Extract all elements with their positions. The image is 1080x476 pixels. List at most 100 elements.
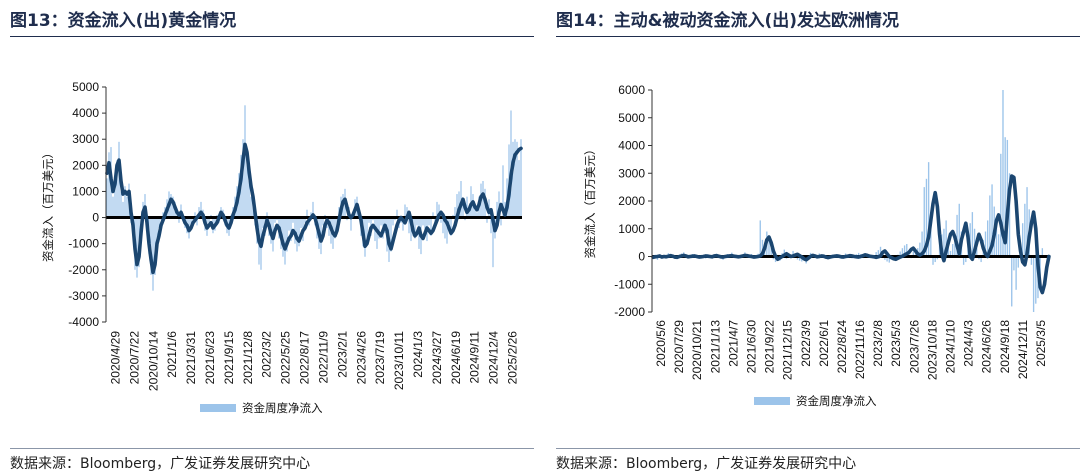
bar — [512, 141, 514, 218]
bar — [496, 201, 498, 218]
bar — [987, 220, 989, 257]
x-tick-label: 2020/5/6 — [654, 320, 668, 367]
bar — [454, 207, 456, 218]
bar — [244, 105, 246, 218]
bar — [518, 160, 520, 218]
bar — [927, 162, 930, 257]
x-tick-label: 2023/7/26 — [907, 320, 921, 374]
x-tick-label: 2022/8/24 — [835, 320, 849, 374]
x-tick-label: 2023/2/1 — [335, 331, 349, 378]
bar — [912, 251, 915, 257]
bar — [1035, 256, 1037, 304]
bar — [312, 201, 314, 218]
bar — [492, 217, 494, 268]
x-tick-label: 2024/3/27 — [430, 331, 444, 385]
bar — [989, 195, 991, 257]
x-tick-label: 2024/12/4 — [487, 331, 501, 385]
bar — [796, 256, 799, 260]
bar — [1017, 256, 1019, 268]
bar — [991, 184, 993, 257]
bar — [122, 201, 124, 218]
bar — [304, 217, 306, 223]
bar — [943, 228, 945, 257]
y-tick-label: 2000 — [72, 158, 99, 172]
bar — [248, 181, 250, 218]
bar — [440, 217, 442, 223]
bar — [958, 203, 960, 257]
x-tick-label: 2021/12/8 — [241, 331, 255, 385]
bar — [378, 217, 380, 239]
bar — [1008, 173, 1011, 257]
panel-europe-flows: 图14：主动&被动资金流入(出)发达欧洲情况 6000 5000 4000 3000 2… — [556, 0, 1080, 476]
x-tick-label: 2024/9/18 — [998, 320, 1012, 374]
bar — [396, 209, 398, 218]
bar — [438, 204, 440, 218]
x-tick-label: 2022/3/9 — [799, 320, 813, 367]
title-rule — [556, 36, 1080, 37]
bar — [136, 217, 138, 278]
bar — [888, 256, 890, 263]
x-tick-label: 2023/10/18 — [925, 320, 939, 380]
x-tick-label: 2024/1/3 — [411, 331, 425, 378]
bar — [792, 250, 794, 257]
data-source: 数据来源：Bloomberg，广发证券发展研究中心 — [10, 456, 311, 472]
y-tick-label: -3000 — [68, 289, 99, 303]
bar — [432, 212, 434, 218]
bar — [422, 217, 424, 226]
bar — [158, 217, 160, 228]
x-tick-label: 2022/8/17 — [298, 331, 312, 385]
x-tick-label: 2023/4/26 — [354, 331, 368, 385]
bar — [350, 217, 352, 231]
bar — [482, 181, 484, 218]
bar — [520, 139, 522, 218]
bar — [884, 256, 886, 260]
bar — [908, 253, 910, 257]
y-tick-label: 3000 — [72, 132, 99, 146]
bar — [262, 217, 264, 228]
panel-gold-flows: 图13：资金流入(出)黄金情况 5000 4000 3000 2000 1000 0 -10… — [10, 0, 534, 476]
bar — [875, 252, 877, 257]
figure-title: 图14：主动&被动资金流入(出)发达欧洲情况 — [556, 11, 900, 31]
bar — [921, 231, 923, 257]
x-tick-label: 2020/7/29 — [672, 320, 686, 374]
x-tick-label: 2025/3/5 — [1034, 320, 1048, 367]
bar — [424, 217, 426, 234]
y-tick-label: -2000 — [614, 305, 645, 319]
bar — [460, 181, 462, 218]
bar — [798, 256, 801, 261]
bar — [490, 217, 492, 234]
bar — [906, 244, 908, 257]
x-tick-label: 2020/7/22 — [127, 331, 141, 385]
bar — [466, 196, 468, 218]
bar — [416, 217, 418, 226]
bar — [956, 214, 958, 257]
bar — [124, 186, 126, 218]
trend-line — [105, 142, 523, 275]
bar — [288, 217, 290, 231]
bar — [761, 239, 764, 257]
europe-flow-chart: 6000 5000 4000 3000 2000 1000 0 -1000 -2000 资金流入（… — [583, 83, 1051, 408]
x-tick-label: 2022/11/16 — [853, 320, 867, 379]
legend-label: 资金周度净流入 — [796, 394, 877, 408]
bar — [919, 242, 921, 257]
bar — [500, 217, 502, 226]
x-tick-label: 2023/7/19 — [373, 331, 387, 385]
bar — [298, 217, 300, 247]
bar — [408, 217, 410, 234]
bar — [392, 217, 394, 226]
bar — [984, 231, 987, 257]
bar — [208, 217, 210, 223]
source-rule — [10, 448, 534, 449]
bar — [1021, 223, 1024, 257]
bar — [162, 212, 164, 218]
y-tick-label: -2000 — [68, 263, 99, 277]
bar — [172, 196, 174, 218]
bar — [1004, 137, 1006, 257]
bar — [969, 223, 971, 257]
bar — [274, 217, 276, 223]
bar — [118, 141, 120, 218]
y-tick-label: 6000 — [618, 83, 645, 97]
x-tick-label: 2025/2/26 — [506, 331, 520, 385]
bar — [930, 212, 932, 257]
bar — [954, 234, 956, 257]
